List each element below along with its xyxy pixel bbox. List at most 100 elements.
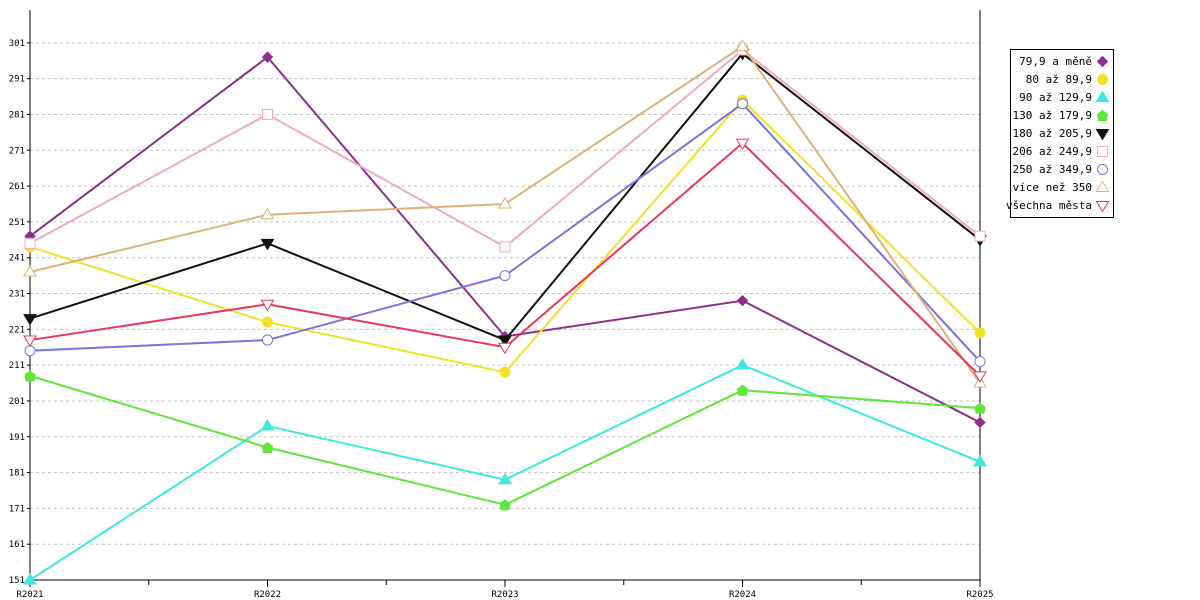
legend-item: 79,9 a měně <box>1011 53 1113 71</box>
data-point <box>974 230 986 242</box>
series-6 <box>24 98 986 368</box>
data-point <box>736 294 749 307</box>
series-8 <box>23 138 987 383</box>
data-point <box>973 454 987 467</box>
y-tick-label: 231 <box>9 290 25 300</box>
data-point <box>973 371 987 383</box>
legend-marker <box>1097 145 1108 157</box>
legend-marker <box>1097 74 1108 86</box>
x-tick-label: R2021 <box>16 590 43 600</box>
legend-marker-icon <box>1096 180 1109 194</box>
legend-marker <box>1096 56 1109 68</box>
data-point <box>498 196 512 209</box>
legend-label: 80 až 89,9 <box>1025 73 1092 87</box>
legend-marker-icon <box>1096 127 1109 140</box>
legend-item: více než 350 <box>1011 178 1113 196</box>
x-tick-label: R2025 <box>966 590 993 600</box>
axes <box>27 10 981 587</box>
data-point <box>499 366 511 378</box>
data-point <box>737 98 748 110</box>
x-tick-label: R2024 <box>729 590 756 600</box>
data-point <box>24 370 36 382</box>
data-point <box>23 335 37 348</box>
legend-item: 90 až 129,9 <box>1011 89 1113 107</box>
legend-item: 206 až 249,9 <box>1011 142 1113 160</box>
legend-marker-icon <box>1096 55 1109 68</box>
data-point <box>260 419 275 431</box>
data-point <box>735 39 750 51</box>
y-tick-label: 261 <box>9 182 25 192</box>
y-tick-label: 241 <box>9 254 25 264</box>
legend: 79,9 a měně 80 až 89,9 90 až 129,9 130 až 1… <box>1006 49 1114 219</box>
x-tick-labels: R2021 R2022 R2023 R2024 R2025 <box>16 590 993 600</box>
gridlines <box>30 42 980 545</box>
data-point <box>499 241 511 253</box>
data-point <box>262 316 273 328</box>
legend-item: 130 až 179,9 <box>1011 107 1113 125</box>
legend-label: více než 350 <box>1012 180 1092 194</box>
legend-label: 180 až 205,9 <box>1012 127 1092 140</box>
y-tick-label: 271 <box>9 146 25 156</box>
y-tick-label: 211 <box>9 361 25 371</box>
data-point <box>499 270 511 282</box>
legend-marker <box>1096 200 1109 212</box>
y-tick-label: 181 <box>9 469 25 479</box>
series-7 <box>23 39 987 388</box>
data-point <box>736 384 749 396</box>
legend-marker-icon <box>1096 145 1109 158</box>
data-point <box>974 402 986 414</box>
y-tick-label: 161 <box>9 540 25 550</box>
series-2 <box>23 358 987 585</box>
y-tick-label: 201 <box>9 397 25 407</box>
x-tick-label: R2023 <box>491 590 518 600</box>
y-tick-label: 151 <box>9 576 25 586</box>
data-point <box>262 334 273 346</box>
legend-item: všechna města <box>1006 196 1113 214</box>
legend-marker-icon <box>1096 163 1109 176</box>
data-point <box>498 335 512 348</box>
data-point <box>974 356 986 368</box>
series-line <box>29 102 981 363</box>
legend-label: 79,9 a měně <box>1019 55 1092 69</box>
data-point <box>262 108 273 120</box>
series-line <box>29 48 981 249</box>
legend-item: 80 až 89,9 <box>1011 71 1113 89</box>
data-point <box>24 237 36 249</box>
y-tick-label: 171 <box>9 504 25 514</box>
legend-label: 130 až 179,9 <box>1012 109 1092 123</box>
legend-label: 206 až 249,9 <box>1012 144 1092 158</box>
series-5 <box>24 44 986 253</box>
y-tick-labels: 151 161 171 181 191 201 211 221 231 241 251 261 271 2… <box>9 39 25 586</box>
legend-marker-icon <box>1096 91 1109 104</box>
legend-marker-icon <box>1096 73 1109 86</box>
legend-marker-icon <box>1096 199 1109 212</box>
data-point <box>974 327 986 339</box>
data-point <box>260 238 275 251</box>
data-point <box>23 314 37 326</box>
legend-label: 250 až 349,9 <box>1012 162 1092 176</box>
series-3 <box>24 370 986 511</box>
legend-label: 90 až 129,9 <box>1019 91 1092 105</box>
legend-item: 250 až 349,9 <box>1011 160 1113 178</box>
data-point <box>23 265 37 277</box>
data-point <box>974 416 986 429</box>
data-point <box>261 51 274 63</box>
data-point <box>499 499 511 511</box>
series-line <box>29 52 981 342</box>
legend-marker <box>1096 109 1109 122</box>
legend-marker <box>1097 163 1108 175</box>
data-point <box>260 299 275 312</box>
series-layer <box>23 39 987 585</box>
y-tick-label: 191 <box>9 433 25 443</box>
data-point <box>735 358 750 370</box>
y-tick-label: 281 <box>9 110 25 120</box>
data-point <box>498 472 512 485</box>
data-point <box>24 345 36 357</box>
series-line <box>29 374 981 506</box>
legend-marker <box>1096 180 1109 192</box>
data-point <box>735 138 750 151</box>
y-tick-label: 221 <box>9 325 25 335</box>
legend-item: 180 až 205,9 <box>1011 125 1113 143</box>
y-tick-label: 291 <box>9 75 25 85</box>
